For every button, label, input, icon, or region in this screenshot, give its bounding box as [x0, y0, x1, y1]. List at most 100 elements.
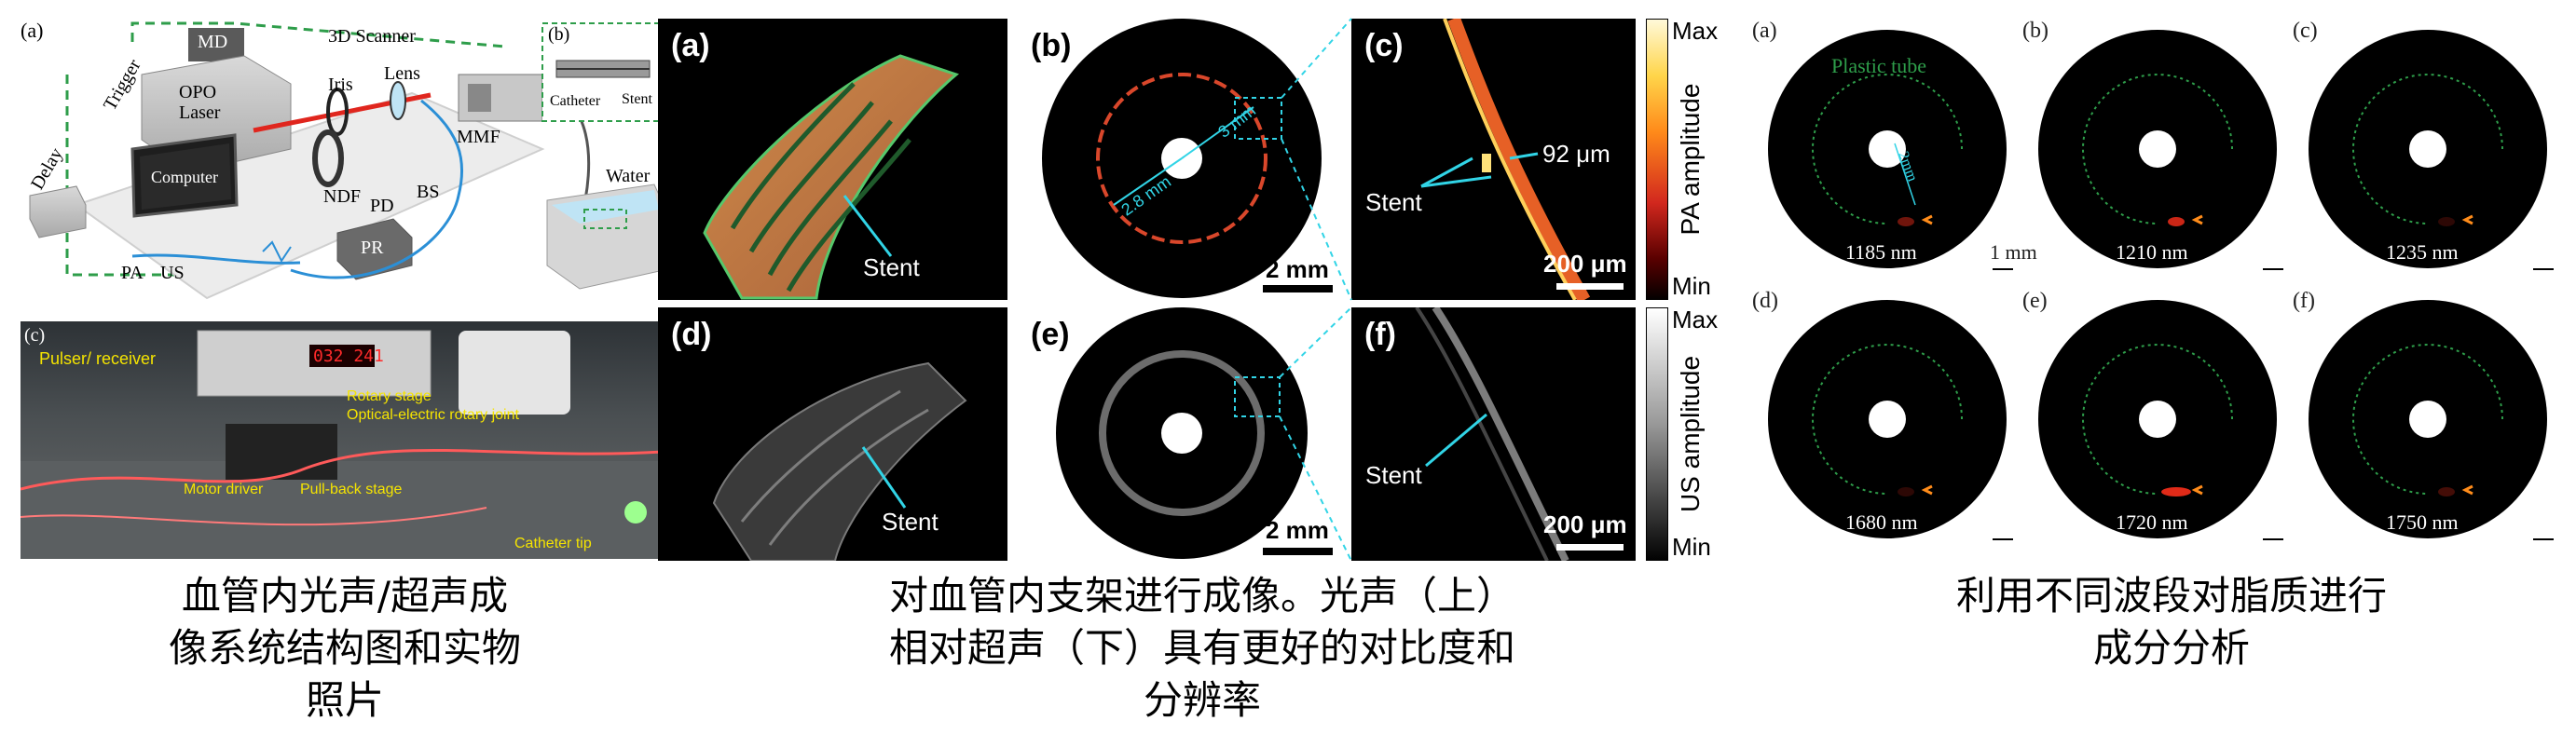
mid-d-arrow: [861, 446, 907, 509]
lipid-panel: (b) 1210 nm: [2022, 19, 2293, 289]
plastic-tube-label: Plastic tube: [1831, 54, 1927, 77]
pa-label: PA: [121, 263, 144, 283]
joint-label: Optical-electric rotary joint: [347, 407, 519, 423]
pa-colorbar-min: Min: [1672, 272, 1711, 300]
ndf-label: NDF: [323, 186, 362, 207]
lipid-panel: (c) 1235 nm: [2293, 19, 2563, 289]
lipid-cross-section: [2038, 300, 2283, 540]
mid-c-arrows: [1420, 152, 1624, 290]
scale-bar: [2263, 268, 2283, 270]
stent-inset-label: Stent: [622, 91, 652, 107]
lipid-panel-label: (d): [1752, 289, 1778, 313]
lipid-panel-grid: (a) 1185 nm Plastic tube 2mm 1 mm (b) 1210 nm(…: [1752, 19, 2563, 559]
wavelength-label: 1720 nm: [2116, 510, 2188, 534]
middle-caption: 对血管内支架进行成像。光声（上） 相对超声（下）具有更好的对比度和 分辨率: [783, 570, 1622, 727]
left-caption: 血管内光声/超声成 像系统结构图和实物 照片: [37, 570, 652, 727]
us-3d-panel: (d) Stent: [658, 307, 1007, 561]
lipid-panel-label: (c): [2293, 19, 2318, 43]
mid-panel-d-label: (d): [671, 317, 712, 352]
mid-f-stent-label: Stent: [1365, 461, 1422, 489]
plastic-tube-outline: [1812, 74, 1963, 224]
mid-e-scale-label: 2 mm: [1266, 516, 1329, 544]
wavelength-label: 1750 nm: [2386, 510, 2459, 534]
scale-bar: [2533, 538, 2554, 540]
pa-zoom-image: [1443, 19, 1591, 300]
us-3d-render: [712, 361, 967, 561]
lens-label: Lens: [384, 63, 420, 84]
lipid-panel: (f) 1750 nm: [2293, 289, 2563, 559]
pa-colorbar-gradient: [1646, 19, 1668, 300]
mid-a-stent-label: Stent: [863, 253, 920, 281]
inset-panel-b-label: (b): [548, 24, 570, 45]
system-diagram-drawing: [29, 21, 664, 300]
us-colorbar-title: US amplitude: [1676, 355, 1705, 513]
mid-c-stent-label: Stent: [1365, 188, 1422, 216]
lipid-arrow-icon: [2461, 214, 2473, 225]
lipid-cross-section: [2309, 30, 2554, 270]
lipid-arrow-icon: [2191, 214, 2203, 225]
scale-bar: [2533, 268, 2554, 270]
plastic-tube-outline: [2082, 74, 2233, 224]
scale-bar: [1993, 538, 2013, 540]
water-label: Water: [606, 166, 651, 186]
lipid-arrow-icon: [2461, 484, 2473, 496]
pa-colorbar-title: PA amplitude: [1676, 83, 1705, 236]
photo-panel-c-label: (c): [24, 325, 46, 346]
mid-f-arrows: [1425, 413, 1624, 551]
mid-panel-f-label: (f): [1364, 317, 1396, 352]
lipid-signal: [2438, 217, 2455, 226]
lipid-signal: [1898, 487, 1914, 496]
lipid-signal: [2438, 487, 2455, 496]
lipid-signal: [2168, 217, 2185, 226]
diagram-panel-a-label: (a): [21, 19, 44, 42]
mid-b-scale-label: 2 mm: [1266, 255, 1329, 283]
left-caption-line-1: 血管内光声/超声成: [181, 573, 509, 619]
pa-colorbar: Max Min PA amplitude: [1646, 19, 1739, 300]
system-photo: (c) 032 241 Pulser/ receiver Rotary stag…: [21, 321, 664, 559]
system-photo-drawing: [21, 330, 664, 559]
us-colorbar-max: Max: [1672, 307, 1719, 333]
lipid-panel: (a) 1185 nm Plastic tube 2mm 1 mm: [1752, 19, 2037, 289]
middle-caption-line-1: 对血管内支架进行成像。光声（上）: [888, 573, 1515, 619]
lipid-panel: (d) 1680 nm: [1752, 289, 2022, 559]
lipid-panel-label: (b): [2022, 19, 2048, 43]
lipid-cross-section: [1768, 300, 2013, 540]
mmf-label: MMF: [457, 127, 500, 147]
catheter-lumen: [2139, 130, 2176, 168]
rotary-stage-label: Rotary stage: [347, 388, 432, 404]
lipid-panel-label: (a): [1752, 19, 1777, 43]
lipid-cross-section: [1768, 30, 2013, 270]
lipid-signal: [1898, 217, 1914, 226]
catheter-lumen: [1869, 401, 1906, 438]
mid-panel-a-label: (a): [671, 28, 710, 63]
us-cross-section-panel: (e) 2 mm: [1025, 307, 1337, 561]
mid-panel-e-label: (e): [1031, 317, 1070, 352]
system-diagram: (a) (b) MD Trigger 3D Scanner OPO Laser I…: [21, 19, 664, 319]
motor-driver-label: Motor driver: [184, 482, 264, 497]
us-colorbar-min: Min: [1672, 533, 1711, 561]
lipid-signal: [2161, 487, 2191, 496]
scanner-label: 3D Scanner: [328, 26, 416, 47]
lipid-arrow-icon: [1921, 484, 1933, 496]
catheter-lumen: [2139, 401, 2176, 438]
lipid-cross-section: [2038, 30, 2283, 270]
lipid-cross-section: [2309, 300, 2554, 540]
pr-label: PR: [361, 238, 384, 258]
mid-c-scale-label: 200 μm: [1543, 250, 1627, 278]
right-caption: 利用不同波段对脂质进行 成分分析: [1855, 570, 2488, 674]
left-caption-line-2: 像系统结构图和实物: [168, 625, 521, 671]
catheter-label: Catheter: [550, 93, 601, 109]
mid-a-arrow: [843, 195, 893, 257]
pullback-label: Pull-back stage: [300, 482, 403, 497]
middle-caption-line-3: 分辨率: [1143, 677, 1261, 723]
plastic-tube-outline: [2082, 344, 2233, 495]
us-zoom-panel: (f) Stent 200 μm: [1351, 307, 1636, 561]
iris-label: Iris: [328, 75, 353, 95]
pa-cross-section-panel: (b) 3 mm 2.8 mm 2 mm: [1025, 19, 1337, 300]
lipid-arrow-icon: [1921, 214, 1933, 225]
md-label: MD: [198, 32, 228, 52]
mid-panel-b-label: (b): [1031, 28, 1072, 63]
pa-3d-panel: (a) Stent: [658, 19, 1007, 300]
pulser-label: Pulser/ receiver: [39, 349, 157, 368]
lipid-panel: (e) 1720 nm: [2022, 289, 2293, 559]
